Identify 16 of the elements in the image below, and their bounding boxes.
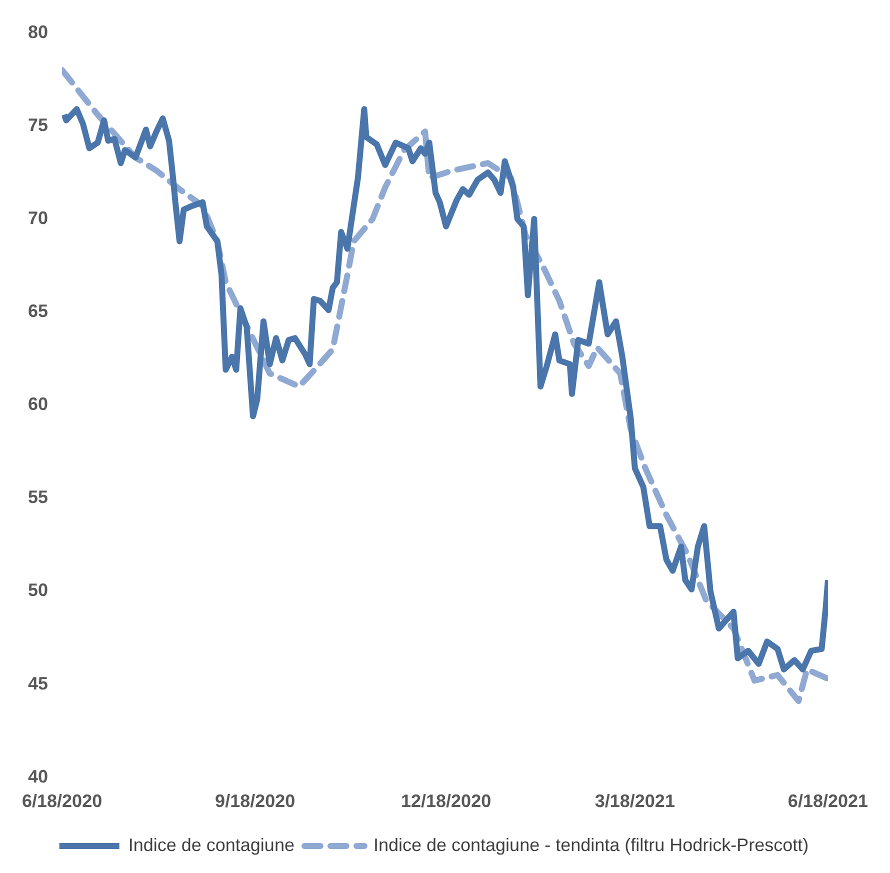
y-tick-label: 60 [28,394,48,414]
legend-label: Indice de contagiune - tendinta (filtru Hodrick-Prescott) [373,834,809,855]
x-tick-label: 6/18/2020 [22,791,102,812]
x-tick-label: 9/18/2020 [215,791,296,812]
x-tick-label: 3/18/2021 [594,791,675,812]
y-tick-label: 40 [28,766,48,786]
x-tick-label: 12/18/2020 [401,791,492,812]
legend-label: Indice de contagiune [128,834,294,855]
y-tick-label: 75 [28,114,48,135]
x-tick-label: 6/18/2021 [788,791,868,812]
y-tick-label: 45 [28,673,48,694]
y-tick-label: 50 [28,580,48,600]
y-tick-label: 65 [28,300,48,321]
y-tick-label: 80 [28,22,48,42]
y-tick-label: 55 [28,487,48,508]
y-tick-label: 70 [28,208,48,228]
